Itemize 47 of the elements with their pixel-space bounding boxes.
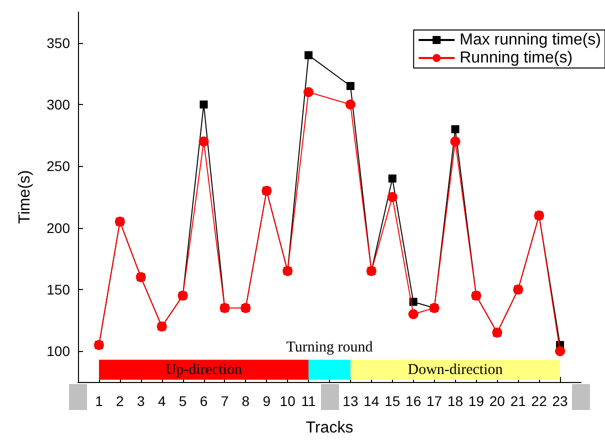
x-tick-label: 3 bbox=[136, 393, 145, 409]
point bbox=[388, 174, 396, 182]
x-tick-label: 20 bbox=[489, 393, 506, 409]
x-tick-label: 2 bbox=[116, 393, 124, 409]
x-tick-label: 8 bbox=[242, 393, 250, 409]
y-tick-label: 200 bbox=[46, 220, 70, 236]
x-tick-label: 14 bbox=[364, 393, 380, 409]
y-tick-label: 150 bbox=[46, 282, 70, 298]
point bbox=[387, 192, 398, 202]
x-tick-label: 10 bbox=[280, 393, 296, 409]
x-tick-label: 15 bbox=[384, 393, 400, 409]
x-tick-label: 13 bbox=[342, 393, 358, 409]
point bbox=[346, 82, 354, 90]
legend-label: Running time(s) bbox=[460, 50, 573, 66]
x-tick-label: 4 bbox=[158, 393, 166, 409]
x-tick-label: 23 bbox=[552, 393, 568, 409]
x-tick-label: 9 bbox=[262, 393, 271, 409]
x-tick-label: 1 bbox=[95, 393, 104, 409]
x-tick-label: 6 bbox=[200, 393, 208, 409]
point bbox=[304, 87, 314, 98]
x-tick-label: 16 bbox=[406, 393, 422, 409]
y-tick-label: 100 bbox=[46, 343, 70, 360]
x-tick-label: 19 bbox=[468, 393, 484, 409]
x-tick-label: 5 bbox=[178, 393, 187, 409]
point bbox=[451, 125, 460, 134]
x-tick-label: 21 bbox=[510, 393, 526, 409]
x-tick-label: 7 bbox=[220, 393, 229, 409]
y-axis-title: Time(s) bbox=[16, 170, 34, 224]
point bbox=[408, 309, 418, 320]
band-label: Turning round bbox=[286, 339, 374, 356]
y-tick-label: 350 bbox=[46, 34, 70, 51]
band-label: Down-direction bbox=[408, 362, 504, 378]
y-tick-label: 250 bbox=[46, 158, 70, 174]
point bbox=[555, 346, 566, 356]
point bbox=[200, 100, 208, 108]
point bbox=[345, 100, 356, 110]
x-axis-title: Tracks bbox=[306, 420, 354, 436]
point bbox=[198, 136, 209, 146]
x-tick-label: 22 bbox=[531, 393, 548, 409]
band-label: Up-direction bbox=[165, 362, 243, 378]
point bbox=[304, 51, 313, 60]
y-tick-label: 300 bbox=[46, 96, 70, 112]
x-tick-label: 17 bbox=[426, 393, 442, 409]
x-tick-label: 18 bbox=[447, 393, 464, 409]
x-tick-label: 11 bbox=[301, 393, 316, 409]
point bbox=[450, 136, 460, 146]
legend-label: Max running time(s) bbox=[460, 32, 601, 48]
